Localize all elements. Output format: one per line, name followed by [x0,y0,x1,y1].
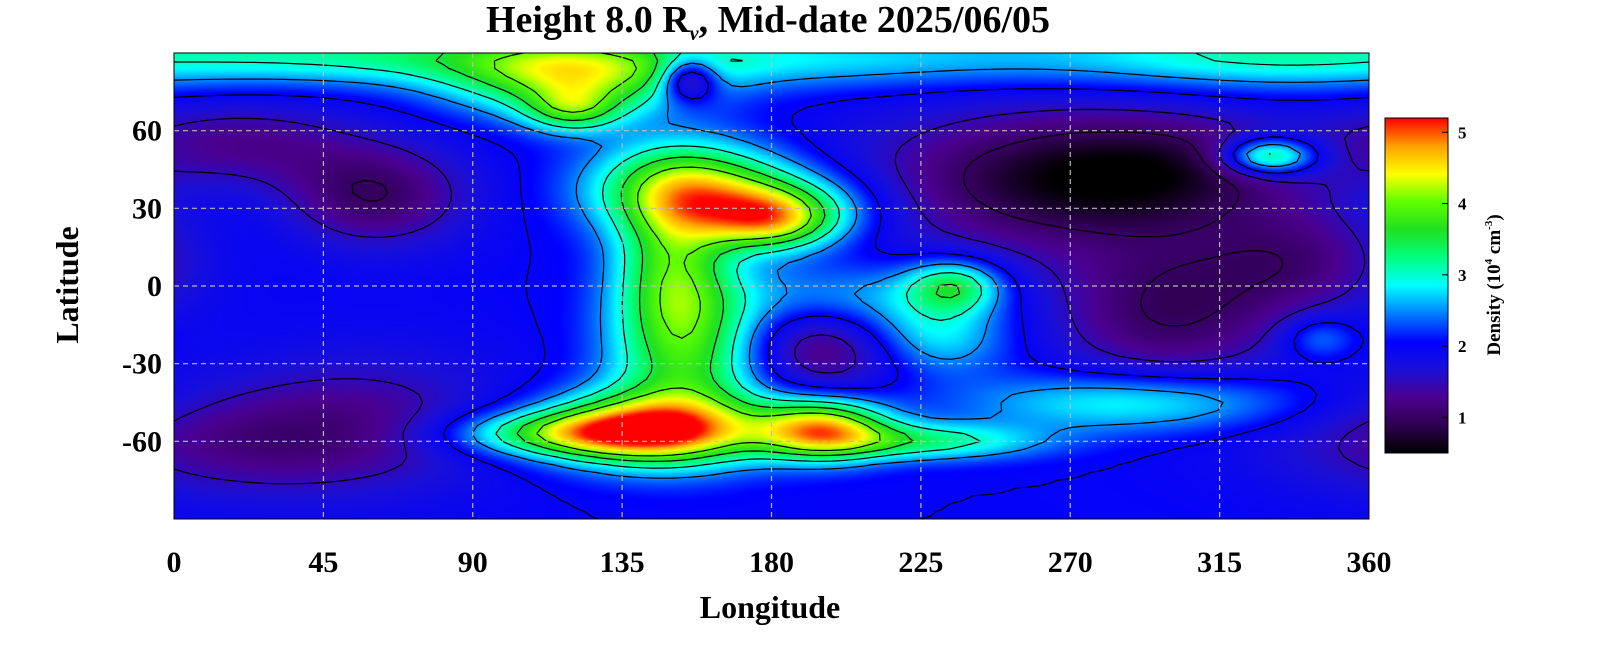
x-axis-ticks: 0 45 90 135 180 225 270 315 360 [167,546,1392,579]
plot-area [173,52,1370,520]
contour-line [174,52,1370,469]
chart-title: Height 8.0 Rν, Mid-date 2025/06/05 [486,0,1050,45]
contour-line [435,52,961,462]
colorbar-tick-label: 5 [1458,123,1467,142]
grid-lines [174,53,1369,519]
x-tick-label: 0 [167,546,182,579]
colorbar-tick-label: 4 [1458,195,1467,214]
contour-lines [173,52,1370,520]
colorbar-tick-label: 2 [1458,337,1467,356]
x-tick-label: 270 [1048,546,1093,579]
x-tick-label: 135 [600,546,645,579]
y-tick-label: -30 [122,348,162,381]
x-tick-label: 90 [458,546,488,579]
x-axis-label: Longitude [700,589,840,625]
colorbar-ticks: 1 2 3 4 5 [1442,123,1467,427]
plot-frame [173,52,1370,520]
colorbar: 1 2 3 4 5 Density (104 cm-3) [1384,117,1505,454]
y-tick-label: -60 [122,425,162,458]
colorbar-label: Density (104 cm-3) [1483,214,1505,355]
y-tick-label: 30 [132,192,162,225]
contour-line [493,52,881,457]
colorbar-gradient [1384,117,1449,454]
x-tick-label: 360 [1347,546,1392,579]
y-axis-ticks: -60 -30 0 30 60 [122,115,162,459]
contour-line [173,62,1370,479]
colorbar-tick-label: 3 [1458,266,1467,285]
y-axis-label: Latitude [49,226,85,343]
x-tick-label: 45 [308,546,338,579]
x-tick-label: 315 [1197,546,1242,579]
y-tick-label: 60 [132,115,162,148]
y-tick-label: 0 [147,270,162,303]
x-tick-label: 180 [749,546,794,579]
contour-line [173,71,1370,520]
colorbar-tick-label: 1 [1458,408,1467,427]
contour-line [173,108,1370,485]
x-tick-label: 225 [898,546,943,579]
contour-line [351,131,1284,327]
